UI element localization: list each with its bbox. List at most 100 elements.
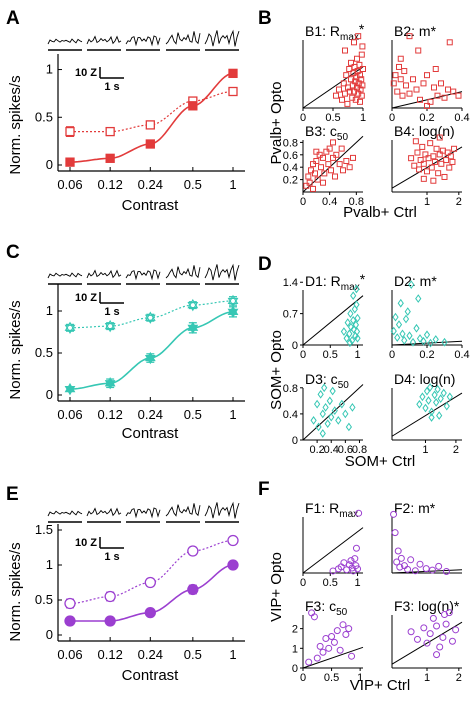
data-point (322, 634, 330, 642)
panel-title: D4: log(n) (394, 371, 455, 387)
scatter-b4: B4: log(n) 1 2 (391, 123, 463, 208)
data-point (359, 82, 366, 89)
trace-line (125, 269, 161, 281)
data-point (416, 560, 424, 568)
panel-title: F3: log(n)* (394, 598, 460, 614)
data-point (348, 59, 354, 66)
opto-data-point (227, 297, 239, 308)
x-tick-label: 0.5 (325, 112, 340, 124)
b-y-label: Pvalb+ Opto (268, 82, 285, 165)
data-point (344, 318, 351, 327)
data-point (351, 555, 359, 563)
data-point (415, 294, 422, 303)
data-point (336, 161, 343, 168)
data-point (399, 329, 406, 339)
data-point (451, 145, 458, 152)
panel-title: F1: Rmax (305, 500, 358, 520)
data-point (342, 90, 348, 97)
data-point (455, 92, 462, 99)
data-point (321, 170, 328, 177)
ctrl-data-point (105, 153, 115, 163)
data-point (441, 94, 448, 101)
y-tick-label: 1.4 (283, 277, 298, 289)
a-x-label: Contrast (122, 197, 180, 214)
x-tick-label: 0.5 (184, 407, 202, 422)
data-point (353, 300, 360, 310)
trace-thumbnail (165, 31, 201, 51)
ctrl-data-point (64, 615, 76, 627)
x-tick-label: 0.12 (98, 407, 123, 422)
data-point (329, 386, 336, 396)
data-point (429, 614, 437, 622)
x-tick-label: 0 (300, 577, 306, 589)
data-point (436, 151, 443, 158)
x-tick-label: 0 (300, 112, 306, 124)
data-point (330, 154, 336, 161)
data-point (350, 154, 356, 161)
ctrl-data-point (188, 101, 198, 111)
data-point (401, 68, 408, 75)
data-point (422, 151, 429, 158)
y-tick-label: 0.4 (283, 409, 298, 421)
data-point (448, 637, 456, 645)
data-point (397, 76, 404, 83)
x-tick-label: 0.8 (349, 196, 364, 208)
data-point (437, 394, 444, 404)
data-point (326, 396, 333, 406)
data-point (331, 406, 338, 415)
data-point (350, 291, 357, 301)
trace-thumbnail (125, 269, 161, 285)
y-tick-label: 0.7 (283, 309, 298, 321)
data-point (416, 399, 423, 409)
data-point (416, 334, 424, 343)
data-point (452, 626, 460, 634)
data-point (417, 157, 424, 164)
trace-line (47, 510, 83, 517)
data-point (393, 558, 401, 566)
c-x-label: Contrast (122, 425, 180, 442)
y-tick-label: 0.5 (35, 345, 53, 360)
y-tick-label: 0 (46, 387, 53, 402)
data-point (358, 76, 365, 83)
data-point (408, 280, 415, 290)
opto-data-point (104, 590, 116, 603)
data-point (358, 51, 365, 58)
a-y-label: Norm. spikes/s (7, 75, 24, 174)
trace-line (165, 265, 201, 279)
y-tick-label: 0.8 (283, 137, 298, 149)
data-point (411, 567, 419, 575)
data-point (395, 320, 403, 329)
data-point (430, 177, 437, 184)
f-y-label: VIP+ Opto (268, 552, 285, 622)
scatter-d1: D1: Rmax* 0 0.5 1 0 0.7 1.4 (283, 271, 366, 361)
opto-data-point (64, 597, 76, 610)
x-tick-label: 0.5 (324, 672, 339, 684)
data-point (357, 72, 363, 79)
data-point (349, 403, 356, 412)
x-tick-label: 1 (229, 407, 236, 422)
data-point (338, 399, 345, 409)
data-point (439, 633, 447, 641)
data-point (428, 164, 435, 171)
trace-thumbnail (47, 38, 83, 51)
data-point (419, 143, 426, 150)
data-point (319, 409, 326, 419)
unity-line (302, 295, 364, 346)
data-point (346, 164, 353, 171)
data-point (428, 413, 435, 422)
x-tick-label: 0.06 (57, 647, 82, 662)
unity-line (391, 340, 463, 346)
data-point (352, 544, 360, 552)
x-tick-label: 0 (389, 112, 395, 124)
data-point (409, 337, 417, 347)
x-tick-label: 0.4 (322, 196, 337, 208)
scatter-b2: B2: m* 0 0.2 0.4 (389, 23, 470, 124)
panel-title: F3: c50 (305, 598, 348, 618)
panel-e: 0 0.5 1 1.5 0.06 0.12 0.24 0.5 1 10 Z 1 s (35, 501, 245, 662)
data-point (306, 179, 313, 186)
panel-label-c: C (6, 242, 20, 263)
data-point (435, 562, 443, 570)
opto-data-point (144, 576, 156, 589)
opto-data-point (227, 534, 239, 547)
data-point (413, 635, 421, 643)
